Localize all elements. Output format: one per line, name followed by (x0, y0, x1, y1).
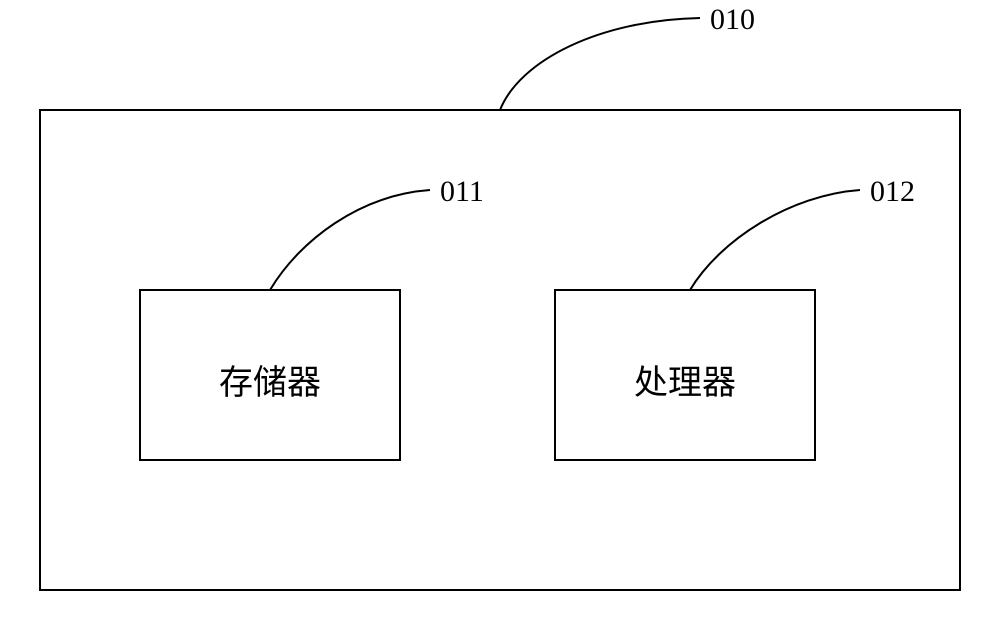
callout-label-010: 010 (710, 3, 755, 37)
callout-curve-011 (270, 190, 430, 290)
storage-label: 存储器 (140, 355, 400, 404)
outer-box (40, 110, 960, 590)
processor-label: 处理器 (555, 355, 815, 404)
callout-label-011: 011 (440, 175, 484, 209)
diagram-canvas: 存储器 处理器 010 011 012 (0, 0, 1000, 626)
callout-curve-010 (500, 18, 700, 110)
callout-curve-012 (690, 190, 860, 290)
diagram-svg (0, 0, 1000, 626)
callout-label-012: 012 (870, 175, 915, 209)
